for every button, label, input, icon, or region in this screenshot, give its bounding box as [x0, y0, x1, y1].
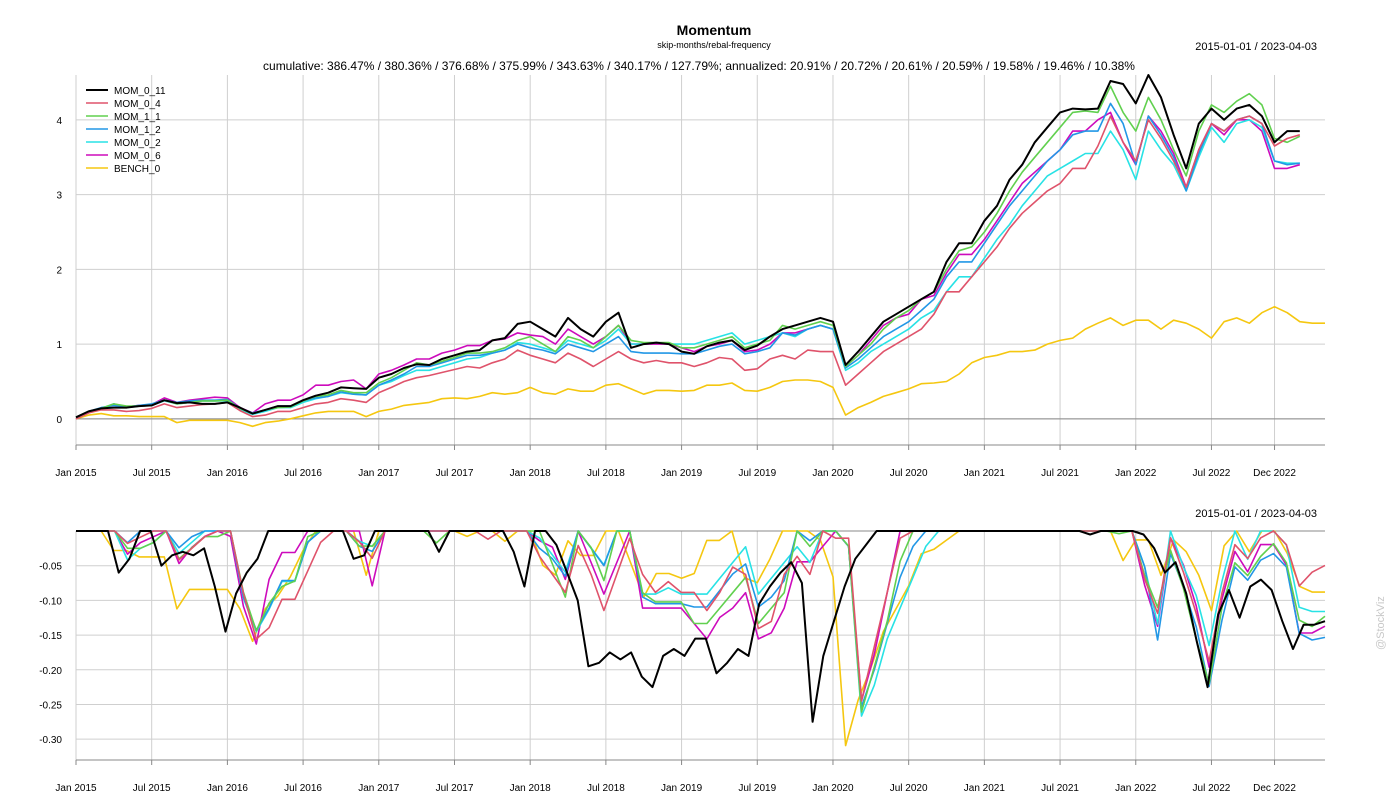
- series-line-mom-0-4: [75, 115, 1301, 420]
- top-xtick-label-jan-2016: Jan 2016: [207, 468, 249, 479]
- top-grid: [75, 75, 1325, 445]
- bottom-xtick-label-jan-2020: Jan 2020: [812, 783, 854, 794]
- legend-label-mom-0-4: MOM_0_4: [114, 99, 161, 110]
- bottom-xtick-label-jul-2015: Jul 2015: [133, 783, 171, 794]
- top-xtick-label-jan-2022: Jan 2022: [1115, 468, 1157, 479]
- legend-label-mom-0-2: MOM_0_2: [114, 138, 161, 149]
- top-ytick-label-2: 2: [56, 265, 62, 276]
- bottom-ytick-label-1: -0.10: [39, 596, 62, 607]
- legend-label-mom-0-6: MOM_0_6: [114, 151, 161, 162]
- bottom-ytick-label-2: -0.15: [39, 631, 62, 642]
- date-range-bottom: 2015-01-01 / 2023-04-03: [1195, 508, 1317, 520]
- bottom-xtick-label-jul-2017: Jul 2017: [436, 783, 474, 794]
- bottom-xtick-label-jan-2017: Jan 2017: [358, 783, 400, 794]
- bottom-xtick-label-jul-2021: Jul 2021: [1041, 783, 1079, 794]
- bottom-xtick-label-jan-2019: Jan 2019: [661, 783, 703, 794]
- top-xtick-label-jan-2017: Jan 2017: [358, 468, 400, 479]
- top-xtick-label-dec-2022: Dec 2022: [1253, 468, 1296, 479]
- bottom-ytick-label-4: -0.25: [39, 700, 62, 711]
- series-line-mom-1-2: [75, 102, 1300, 419]
- bottom-grid: [75, 530, 1325, 760]
- bottom-ytick-label-5: -0.30: [39, 735, 62, 746]
- legend-label-mom-1-1: MOM_1_1: [114, 112, 161, 123]
- legend-label-mom-0-11: MOM_0_11: [114, 86, 166, 97]
- top-xtick-label-jul-2022: Jul 2022: [1193, 468, 1231, 479]
- series-line-bench-0: [75, 305, 1325, 428]
- top-xtick-label-jan-2021: Jan 2021: [964, 468, 1006, 479]
- date-range-top: 2015-01-01 / 2023-04-03: [1195, 41, 1317, 53]
- bottom-axis: Jan 2015 Jul 2015 Jan 2016 Jul 2016 Jan 2017…: [39, 562, 1325, 794]
- bottom-xtick-label-jul-2019: Jul 2019: [738, 783, 776, 794]
- top-ytick-label-1: 1: [56, 340, 62, 351]
- bottom-xtick-label-jan-2022: Jan 2022: [1115, 783, 1157, 794]
- top-xtick-label-jul-2021: Jul 2021: [1041, 468, 1079, 479]
- series-line-mom-0-2: [75, 119, 1300, 419]
- top-xtick-label-jan-2020: Jan 2020: [812, 468, 854, 479]
- top-series-lines: [75, 74, 1325, 428]
- top-xtick-label-jan-2018: Jan 2018: [510, 468, 552, 479]
- series-line-mom-0-11: [75, 74, 1300, 419]
- top-ytick-label-3: 3: [56, 191, 62, 202]
- legend: MOM_0_11 MOM_0_4 MOM_1_1 MOM_1_2 MOM_0_2 MOM_…: [86, 86, 166, 175]
- legend-label-mom-1-2: MOM_1_2: [114, 125, 161, 136]
- top-xtick-label-jul-2019: Jul 2019: [738, 468, 776, 479]
- top-ytick-label-4: 4: [56, 116, 62, 127]
- bottom-xtick-label-jul-2016: Jul 2016: [284, 783, 322, 794]
- bottom-series-lines: [76, 530, 1326, 747]
- top-xtick-label-jul-2017: Jul 2017: [436, 468, 474, 479]
- top-xtick-label-jul-2018: Jul 2018: [587, 468, 625, 479]
- bottom-xtick-label-jul-2020: Jul 2020: [890, 783, 928, 794]
- bottom-ytick-label-3: -0.20: [39, 666, 62, 677]
- performance-summary: cumulative: 386.47% / 380.36% / 376.68% …: [263, 59, 1135, 73]
- watermark: @StockViz: [1375, 596, 1387, 650]
- bottom-xtick-label-dec-2022: Dec 2022: [1253, 783, 1296, 794]
- chart-subtitle: skip-months/rebal-frequency: [657, 40, 771, 50]
- cumulative-returns-panel: Jan 2015 Jul 2015 Jan 2016 Jul 2016 Jan 2017…: [55, 74, 1325, 479]
- bottom-ytick-label-0: -0.05: [39, 562, 62, 573]
- top-xtick-label-jan-2019: Jan 2019: [661, 468, 703, 479]
- series-line-mom-0-6: [75, 111, 1301, 420]
- bottom-xtick-label-jan-2021: Jan 2021: [964, 783, 1006, 794]
- chart-title: Momentum: [677, 22, 752, 38]
- drawdown-line-mom-0-11: [76, 530, 1326, 723]
- bottom-xtick-label-jan-2018: Jan 2018: [510, 783, 552, 794]
- top-ytick-label-0: 0: [56, 415, 62, 426]
- bottom-xtick-label-jan-2015: Jan 2015: [55, 783, 97, 794]
- bottom-xtick-label-jul-2018: Jul 2018: [587, 783, 625, 794]
- top-xtick-label-jan-2015: Jan 2015: [55, 468, 97, 479]
- bottom-xtick-label-jan-2016: Jan 2016: [207, 783, 249, 794]
- top-xtick-label-jul-2016: Jul 2016: [284, 468, 322, 479]
- top-xtick-label-jul-2015: Jul 2015: [133, 468, 171, 479]
- drawdown-line-mom-1-1: [76, 530, 1326, 713]
- legend-label-bench-0: BENCH_0: [114, 164, 161, 175]
- top-xtick-label-jul-2020: Jul 2020: [890, 468, 928, 479]
- bottom-xtick-label-jul-2022: Jul 2022: [1193, 783, 1231, 794]
- series-line-mom-1-1: [75, 85, 1301, 419]
- top-axis: Jan 2015 Jul 2015 Jan 2016 Jul 2016 Jan 2017…: [55, 116, 1325, 479]
- drawdown-panel: Jan 2015 Jul 2015 Jan 2016 Jul 2016 Jan 2017…: [39, 530, 1326, 794]
